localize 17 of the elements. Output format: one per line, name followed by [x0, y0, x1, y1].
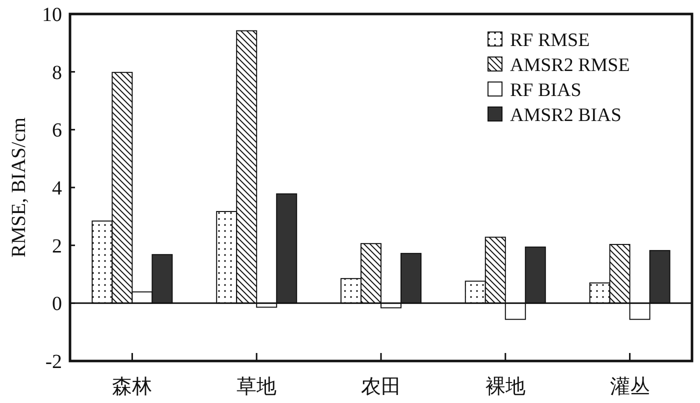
y-tick-label: 0: [52, 293, 62, 316]
x-tick-label: 草地: [236, 376, 277, 398]
legend-label: RF RMSE: [510, 30, 590, 51]
y-tick-label: 2: [52, 235, 62, 258]
x-tick-label: 农田: [361, 376, 401, 398]
x-tick-label: 灌丛: [610, 376, 650, 398]
legend-label: AMSR2 RMSE: [510, 55, 630, 76]
legend-label: AMSR2 BIAS: [510, 105, 622, 126]
legend-label: RF BIAS: [510, 80, 582, 101]
y-tick-label: -2: [45, 351, 62, 373]
y-tick-label: 10: [42, 4, 62, 26]
y-tick-label: 8: [52, 62, 62, 84]
y-tick-label: 6: [52, 120, 62, 142]
x-tick-label: 裸地: [485, 376, 526, 398]
x-tick-label: 森林: [112, 376, 152, 398]
y-axis-title: RMSE, BIAS/cm: [8, 117, 30, 258]
y-tick-label: 4: [52, 178, 62, 200]
